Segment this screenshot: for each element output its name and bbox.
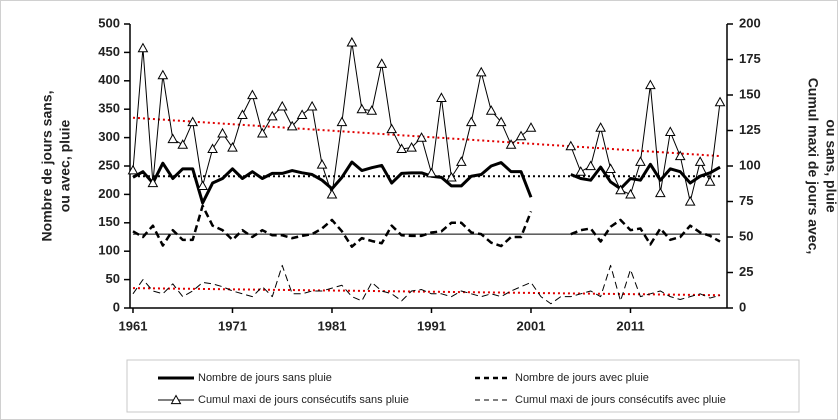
x-tick-label: 2001	[517, 318, 546, 333]
legend-label: Cumul maxi de jours consécutifs sans plu…	[198, 394, 409, 406]
triangle-marker	[495, 116, 507, 127]
x-tick-label: 1981	[318, 318, 347, 333]
triangle-marker	[386, 123, 398, 134]
triangle-marker	[356, 103, 368, 114]
triangle-marker	[485, 105, 497, 115]
triangle-marker	[217, 127, 228, 138]
triangle-marker	[446, 171, 457, 182]
y-tick-label: 450	[98, 44, 120, 59]
y-tick-label: 400	[98, 72, 120, 87]
y-tick-label: 250	[98, 157, 120, 172]
y-tick-label: 300	[98, 129, 120, 144]
x-tick-label: 1991	[417, 318, 446, 333]
triangle-marker	[366, 105, 378, 115]
triangle-marker	[157, 69, 169, 80]
triangle-marker	[316, 159, 328, 169]
y-tick-label: 50	[106, 271, 120, 286]
y-tick-label: 350	[98, 101, 120, 116]
y-axis-title: ou avec, pluie	[57, 119, 73, 212]
y2-tick-label: 50	[739, 228, 753, 243]
triangle-marker	[565, 140, 577, 151]
y2-tick-label: 200	[739, 15, 761, 30]
legend-box	[126, 359, 800, 413]
legend-label: Nombre de jours avec pluie	[515, 372, 649, 384]
y2-tick-label: 125	[739, 122, 761, 137]
triangle-marker	[247, 89, 258, 100]
triangle-marker	[465, 116, 477, 127]
triangle-marker	[286, 120, 298, 131]
triangle-marker	[704, 176, 716, 186]
triangle-marker	[416, 132, 427, 142]
triangle-marker	[605, 163, 616, 173]
triangle-marker	[147, 177, 159, 188]
triangle-marker	[436, 92, 447, 102]
triangle-marker	[654, 187, 666, 198]
y-tick-label: 0	[113, 299, 120, 314]
legend-marker	[170, 394, 182, 405]
triangle-marker	[515, 130, 527, 141]
triangle-marker	[197, 180, 208, 190]
y2-tick-label: 0	[739, 299, 746, 314]
triangle-marker	[266, 110, 278, 121]
triangle-marker	[276, 100, 288, 111]
triangle-marker	[625, 188, 636, 199]
triangle-marker	[296, 109, 308, 119]
y2-tick-label: 75	[739, 193, 753, 208]
triangle-marker	[426, 167, 437, 178]
y2-tick-label: 150	[739, 86, 761, 101]
triangle-marker	[505, 139, 517, 149]
y2-tick-label: 25	[739, 264, 753, 279]
x-tick-label: 1961	[119, 318, 148, 333]
y-tick-label: 200	[98, 186, 120, 201]
triangle-marker	[575, 166, 587, 176]
triangle-marker	[455, 156, 467, 166]
triangle-marker	[376, 58, 388, 68]
triangle-marker	[406, 142, 417, 152]
triangle-marker	[674, 150, 686, 161]
triangle-marker	[694, 156, 706, 166]
y2-axis-title: Cumul maxi de jours avec,	[805, 78, 821, 255]
triangle-marker	[127, 164, 139, 175]
triangle-marker	[237, 109, 248, 119]
triangle-marker	[137, 42, 149, 53]
triangle-marker	[396, 143, 407, 154]
triangle-marker	[306, 100, 318, 111]
triangle-marker	[346, 36, 358, 47]
triangle-marker	[635, 156, 646, 166]
y-axis-title: Nombre de jours sans,	[39, 91, 55, 242]
trend-line	[132, 116, 721, 158]
triangle-marker	[615, 184, 626, 195]
x-tick-label: 1971	[218, 318, 247, 333]
y-tick-label: 500	[98, 15, 120, 30]
triangle-marker	[187, 116, 199, 127]
y-tick-label: 100	[98, 243, 120, 258]
y2-tick-label: 175	[739, 51, 761, 66]
triangle-marker	[525, 122, 537, 132]
x-tick-label: 2011	[616, 318, 644, 333]
series-line	[132, 264, 721, 305]
y-tick-label: 150	[98, 214, 120, 229]
triangle-marker	[256, 127, 268, 138]
legend-label: Nombre de jours sans pluie	[198, 372, 332, 384]
series-line	[132, 204, 721, 248]
y2-tick-label: 100	[739, 157, 761, 172]
triangle-marker	[167, 133, 179, 144]
legend-label: Cumul maxi de jours consécutifs avec plu…	[515, 394, 726, 406]
triangle-marker	[475, 66, 487, 77]
triangle-marker	[595, 122, 606, 132]
triangle-marker	[207, 143, 218, 154]
y2-axis-title: ou sans, pluie	[823, 119, 838, 213]
triangle-marker	[714, 96, 726, 107]
triangle-marker	[585, 160, 597, 171]
triangle-marker	[645, 79, 656, 90]
triangle-marker	[336, 116, 348, 127]
triangle-marker	[326, 188, 338, 199]
triangle-marker	[177, 139, 189, 149]
triangle-marker	[227, 142, 238, 152]
triangle-marker	[664, 126, 676, 137]
triangle-marker	[684, 195, 696, 206]
